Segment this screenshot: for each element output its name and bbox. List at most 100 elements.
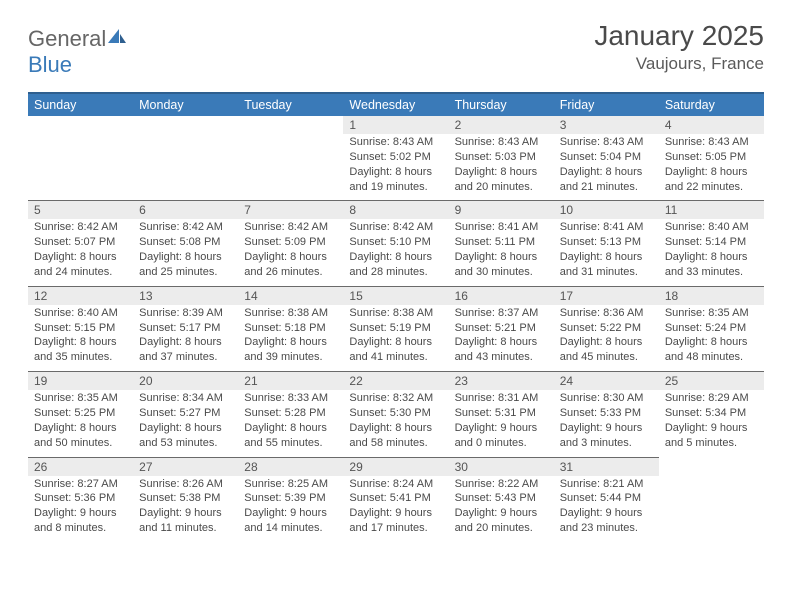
weekday-header: Sunday [28, 93, 133, 116]
daylight-line2: and 20 minutes. [455, 180, 548, 195]
daylight-line2: and 22 minutes. [665, 180, 758, 195]
daylight-line: Daylight: 9 hours [455, 421, 548, 436]
sunset-line: Sunset: 5:25 PM [34, 406, 127, 421]
day-number-cell: 4 [659, 116, 764, 134]
sunrise-line: Sunrise: 8:25 AM [244, 477, 337, 492]
sunrise-line: Sunrise: 8:39 AM [139, 306, 232, 321]
day-content-cell: Sunrise: 8:42 AMSunset: 5:07 PMDaylight:… [28, 219, 133, 286]
day-number-cell: 9 [449, 201, 554, 220]
day-content-cell: Sunrise: 8:41 AMSunset: 5:11 PMDaylight:… [449, 219, 554, 286]
daylight-line: Daylight: 9 hours [560, 421, 653, 436]
day-content-cell: Sunrise: 8:35 AMSunset: 5:25 PMDaylight:… [28, 390, 133, 457]
sunset-line: Sunset: 5:18 PM [244, 321, 337, 336]
content-row: Sunrise: 8:42 AMSunset: 5:07 PMDaylight:… [28, 219, 764, 286]
sunset-line: Sunset: 5:21 PM [455, 321, 548, 336]
sunrise-line: Sunrise: 8:27 AM [34, 477, 127, 492]
brand-part1: General [28, 26, 106, 51]
sunrise-line: Sunrise: 8:38 AM [349, 306, 442, 321]
brand-logo: GeneralBlue [28, 20, 127, 78]
sunrise-line: Sunrise: 8:22 AM [455, 477, 548, 492]
daylight-line2: and 53 minutes. [139, 436, 232, 451]
daylight-line: Daylight: 8 hours [244, 250, 337, 265]
daylight-line: Daylight: 9 hours [560, 506, 653, 521]
daylight-line: Daylight: 8 hours [34, 250, 127, 265]
sunset-line: Sunset: 5:34 PM [665, 406, 758, 421]
daynum-row: 12131415161718 [28, 286, 764, 305]
daylight-line: Daylight: 8 hours [665, 335, 758, 350]
day-number-cell: 30 [449, 457, 554, 476]
sunrise-line: Sunrise: 8:24 AM [349, 477, 442, 492]
day-content-cell: Sunrise: 8:21 AMSunset: 5:44 PMDaylight:… [554, 476, 659, 542]
weekday-header: Monday [133, 93, 238, 116]
day-content-cell: Sunrise: 8:34 AMSunset: 5:27 PMDaylight:… [133, 390, 238, 457]
day-number-cell: 27 [133, 457, 238, 476]
daylight-line: Daylight: 9 hours [665, 421, 758, 436]
sunset-line: Sunset: 5:09 PM [244, 235, 337, 250]
daylight-line2: and 58 minutes. [349, 436, 442, 451]
sunset-line: Sunset: 5:33 PM [560, 406, 653, 421]
sunset-line: Sunset: 5:08 PM [139, 235, 232, 250]
sunrise-line: Sunrise: 8:40 AM [34, 306, 127, 321]
daylight-line: Daylight: 8 hours [244, 335, 337, 350]
day-number-cell: 14 [238, 286, 343, 305]
weekday-header-row: Sunday Monday Tuesday Wednesday Thursday… [28, 93, 764, 116]
daylight-line: Daylight: 8 hours [34, 421, 127, 436]
weekday-header: Saturday [659, 93, 764, 116]
daylight-line: Daylight: 8 hours [455, 165, 548, 180]
content-row: Sunrise: 8:35 AMSunset: 5:25 PMDaylight:… [28, 390, 764, 457]
brand-part2: Blue [28, 52, 72, 77]
day-content-cell: Sunrise: 8:31 AMSunset: 5:31 PMDaylight:… [449, 390, 554, 457]
day-number-cell: 31 [554, 457, 659, 476]
sunset-line: Sunset: 5:13 PM [560, 235, 653, 250]
daylight-line: Daylight: 9 hours [34, 506, 127, 521]
day-content-cell [28, 134, 133, 201]
sunrise-line: Sunrise: 8:43 AM [349, 135, 442, 150]
day-number-cell: 17 [554, 286, 659, 305]
daylight-line2: and 24 minutes. [34, 265, 127, 280]
sunrise-line: Sunrise: 8:41 AM [455, 220, 548, 235]
weekday-header: Thursday [449, 93, 554, 116]
day-content-cell: Sunrise: 8:39 AMSunset: 5:17 PMDaylight:… [133, 305, 238, 372]
sunrise-line: Sunrise: 8:42 AM [34, 220, 127, 235]
daylight-line: Daylight: 9 hours [455, 506, 548, 521]
day-number-cell [659, 457, 764, 476]
daylight-line2: and 17 minutes. [349, 521, 442, 536]
sunrise-line: Sunrise: 8:37 AM [455, 306, 548, 321]
daylight-line: Daylight: 8 hours [665, 250, 758, 265]
sunset-line: Sunset: 5:17 PM [139, 321, 232, 336]
day-content-cell: Sunrise: 8:30 AMSunset: 5:33 PMDaylight:… [554, 390, 659, 457]
day-number-cell: 23 [449, 372, 554, 391]
calendar-table: Sunday Monday Tuesday Wednesday Thursday… [28, 92, 764, 542]
daylight-line2: and 43 minutes. [455, 350, 548, 365]
sunrise-line: Sunrise: 8:29 AM [665, 391, 758, 406]
daylight-line: Daylight: 8 hours [244, 421, 337, 436]
daylight-line2: and 30 minutes. [455, 265, 548, 280]
sunrise-line: Sunrise: 8:30 AM [560, 391, 653, 406]
day-content-cell: Sunrise: 8:33 AMSunset: 5:28 PMDaylight:… [238, 390, 343, 457]
day-content-cell: Sunrise: 8:42 AMSunset: 5:09 PMDaylight:… [238, 219, 343, 286]
sunrise-line: Sunrise: 8:32 AM [349, 391, 442, 406]
day-content-cell: Sunrise: 8:42 AMSunset: 5:10 PMDaylight:… [343, 219, 448, 286]
day-number-cell: 7 [238, 201, 343, 220]
day-content-cell: Sunrise: 8:25 AMSunset: 5:39 PMDaylight:… [238, 476, 343, 542]
sunrise-line: Sunrise: 8:35 AM [665, 306, 758, 321]
day-number-cell: 15 [343, 286, 448, 305]
daylight-line: Daylight: 8 hours [560, 165, 653, 180]
day-number-cell: 10 [554, 201, 659, 220]
brand-sail-icon [107, 26, 127, 52]
sunset-line: Sunset: 5:07 PM [34, 235, 127, 250]
sunrise-line: Sunrise: 8:36 AM [560, 306, 653, 321]
sunset-line: Sunset: 5:28 PM [244, 406, 337, 421]
day-content-cell: Sunrise: 8:36 AMSunset: 5:22 PMDaylight:… [554, 305, 659, 372]
daylight-line: Daylight: 8 hours [665, 165, 758, 180]
day-content-cell: Sunrise: 8:29 AMSunset: 5:34 PMDaylight:… [659, 390, 764, 457]
day-number-cell: 29 [343, 457, 448, 476]
day-content-cell [133, 134, 238, 201]
content-row: Sunrise: 8:40 AMSunset: 5:15 PMDaylight:… [28, 305, 764, 372]
sunset-line: Sunset: 5:39 PM [244, 491, 337, 506]
daylight-line2: and 23 minutes. [560, 521, 653, 536]
daylight-line2: and 26 minutes. [244, 265, 337, 280]
daylight-line2: and 45 minutes. [560, 350, 653, 365]
sunrise-line: Sunrise: 8:35 AM [34, 391, 127, 406]
daynum-row: 262728293031 [28, 457, 764, 476]
